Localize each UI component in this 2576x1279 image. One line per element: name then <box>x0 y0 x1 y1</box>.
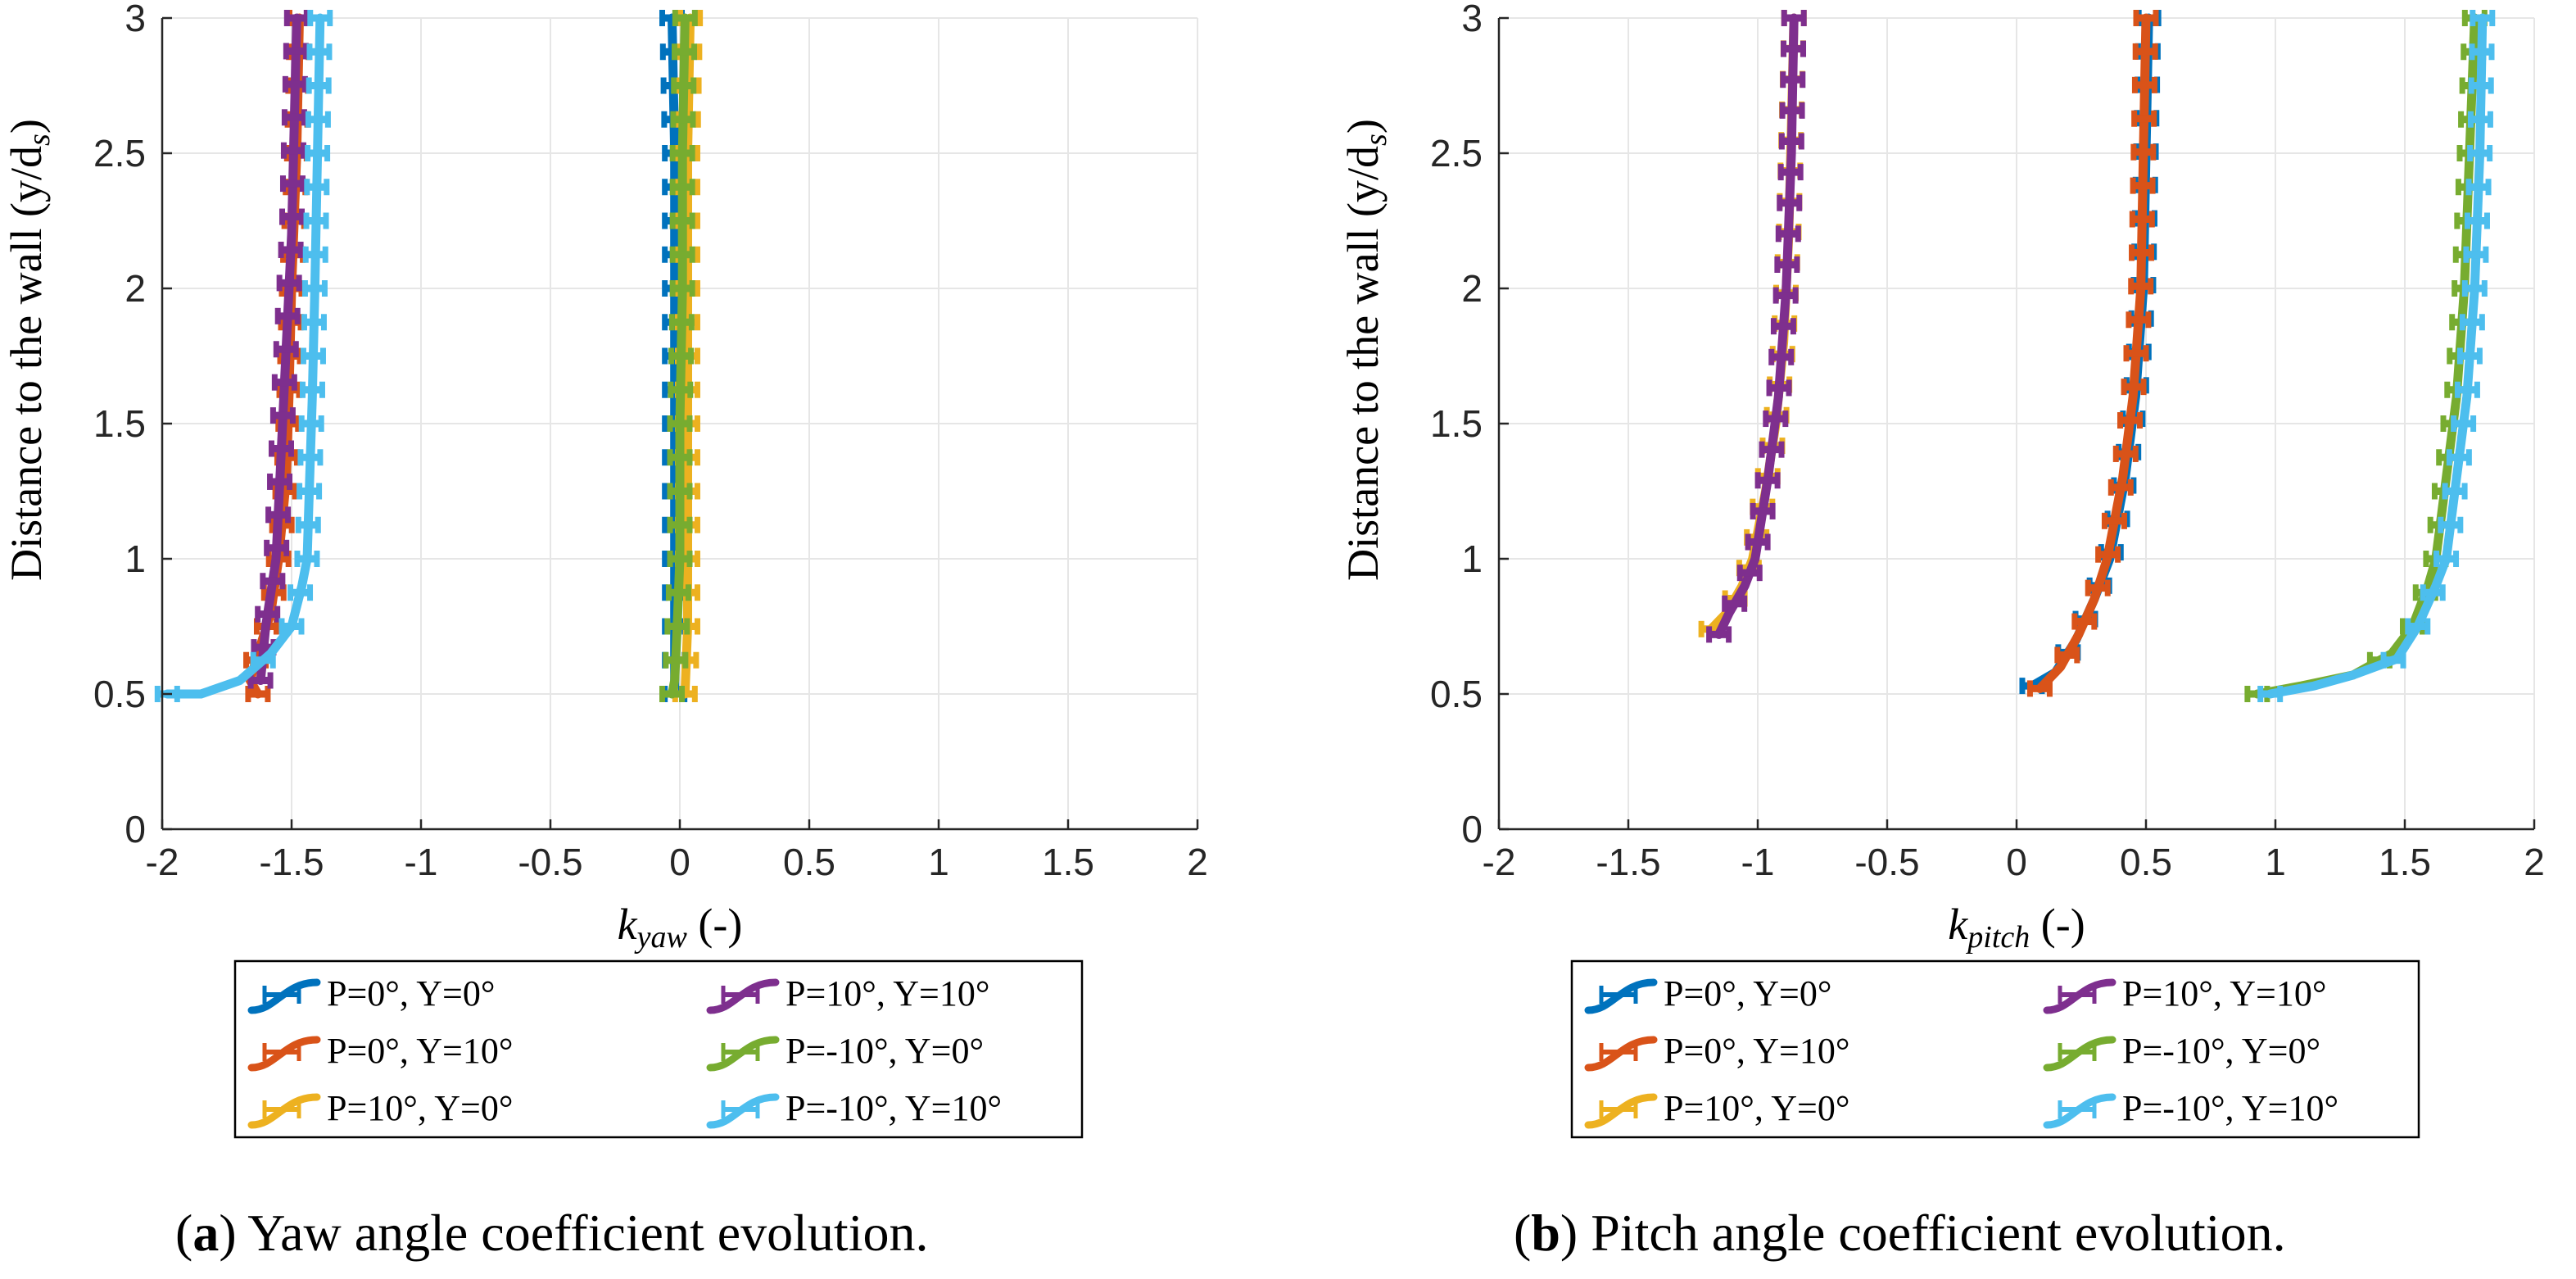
panel-pitch: -2 -1.5 -1 -0.5 0 0.5 1 1.5 2 0 0.5 1 1.5 2 2.5 3 kpitch… <box>1338 0 2545 1139</box>
x-tick-label: 0.5 <box>2120 841 2172 883</box>
caption-yaw-text: Yaw angle coefficient evolution. <box>247 1204 929 1262</box>
legend-label: P=10°, Y=10° <box>2122 973 2326 1014</box>
y-tick-label: 0.5 <box>93 673 146 715</box>
x-tick-label: 1.5 <box>2379 841 2431 883</box>
x-tick-label: 1 <box>2265 841 2286 883</box>
x-tick-label: -2 <box>1483 841 1516 883</box>
legend-entry: P=10°, Y=10° <box>706 973 989 1014</box>
legend-entry: P=-10°, Y=0° <box>2043 1031 2320 1072</box>
legend-label: P=0°, Y=10° <box>1664 1031 1849 1071</box>
legend-label: P=-10°, Y=10° <box>785 1088 1002 1128</box>
legend-entry: P=10°, Y=10° <box>2043 973 2326 1014</box>
caption-pitch-text: Pitch angle coefficient evolution. <box>1591 1204 2286 1262</box>
x-tick-label: 0 <box>2006 841 2027 883</box>
legend-entry: P=-10°, Y=10° <box>706 1088 1002 1129</box>
legend: P=0°, Y=0° P=0°, Y=10° P=10°, Y=0° P=10°, Y… <box>233 959 1084 1139</box>
x-tick-label: -1.5 <box>1596 841 1660 883</box>
y-tick-label: 1 <box>124 537 146 580</box>
legend-box <box>1570 959 2420 1139</box>
caption-yaw-letter: (a) <box>175 1204 237 1262</box>
x-tick-label: -1 <box>1741 841 1775 883</box>
caption-pitch-letter: (b) <box>1514 1204 1578 1262</box>
y-tick-label: 2 <box>124 267 146 310</box>
legend-label: P=0°, Y=0° <box>327 973 495 1014</box>
legend-box <box>233 959 1084 1139</box>
legend-label: P=10°, Y=0° <box>1664 1088 1849 1128</box>
y-tick-label: 1 <box>1461 537 1483 580</box>
y-tick-label: 0 <box>1461 808 1483 850</box>
legend-label: P=-10°, Y=0° <box>2122 1031 2320 1071</box>
legend: P=0°, Y=0° P=0°, Y=10° P=10°, Y=0° P=10°, Y… <box>1570 959 2420 1139</box>
x-tick-label: 2 <box>1187 841 1208 883</box>
y-tick-label: 3 <box>124 0 146 39</box>
y-tick-label: 1.5 <box>93 402 146 445</box>
legend-label: P=0°, Y=10° <box>327 1031 513 1071</box>
legend-label: P=10°, Y=10° <box>785 973 989 1014</box>
y-tick-label: 3 <box>1461 0 1483 39</box>
series-line <box>162 13 325 699</box>
caption-yaw: (a) Yaw angle coefficient evolution. <box>175 1203 928 1263</box>
legend-label: P=-10°, Y=10° <box>2122 1088 2338 1128</box>
series-group <box>154 10 704 702</box>
legend-entry: P=0°, Y=0° <box>247 973 495 1014</box>
legend-entry: P=10°, Y=0° <box>1584 1088 1849 1129</box>
legend-entry: P=0°, Y=0° <box>1584 973 1831 1014</box>
x-tick-label: -2 <box>146 841 179 883</box>
x-tick-label: 1.5 <box>1042 841 1094 883</box>
x-tick-label: 0 <box>669 841 690 883</box>
y-axis-label: Distance to the wall (y/ds) <box>1338 119 1393 581</box>
legend-entry: P=0°, Y=10° <box>247 1031 513 1072</box>
x-axis-label: kpitch (-) <box>1948 900 2085 955</box>
y-tick-label: 2.5 <box>93 132 146 175</box>
y-axis-label: Distance to the wall (y/ds) <box>2 119 57 581</box>
x-tick-label: -0.5 <box>1854 841 1919 883</box>
legend-label: P=0°, Y=0° <box>1664 973 1831 1014</box>
x-tick-label: -1.5 <box>259 841 324 883</box>
x-axis-label: kyaw (-) <box>618 900 743 955</box>
legend-entry: P=0°, Y=10° <box>1584 1031 1849 1072</box>
y-tick-label: 0 <box>124 808 146 850</box>
legend-label: P=-10°, Y=0° <box>785 1031 984 1071</box>
y-tick-label: 0.5 <box>1430 673 1483 715</box>
legend-entry: P=-10°, Y=10° <box>2043 1088 2338 1129</box>
series-group <box>1698 10 2496 702</box>
panel-yaw: -2 -1.5 -1 -0.5 0 0.5 1 1.5 2 0 0.5 1 1.5 2 2.5 3 kyaw (… <box>2 0 1208 1139</box>
legend-entry: P=-10°, Y=0° <box>706 1031 984 1072</box>
x-tick-label: 0.5 <box>783 841 835 883</box>
series-line <box>2266 13 2488 699</box>
x-tick-label: -1 <box>405 841 438 883</box>
y-tick-label: 2.5 <box>1430 132 1483 175</box>
x-tick-label: 2 <box>2524 841 2545 883</box>
y-tick-label: 1.5 <box>1430 402 1483 445</box>
x-tick-label: 1 <box>928 841 949 883</box>
x-tick-label: -0.5 <box>518 841 582 883</box>
legend-entry: P=10°, Y=0° <box>247 1088 513 1129</box>
y-tick-label: 2 <box>1461 267 1483 310</box>
caption-pitch: (b) Pitch angle coefficient evolution. <box>1514 1203 2286 1263</box>
legend-label: P=10°, Y=0° <box>327 1088 513 1128</box>
